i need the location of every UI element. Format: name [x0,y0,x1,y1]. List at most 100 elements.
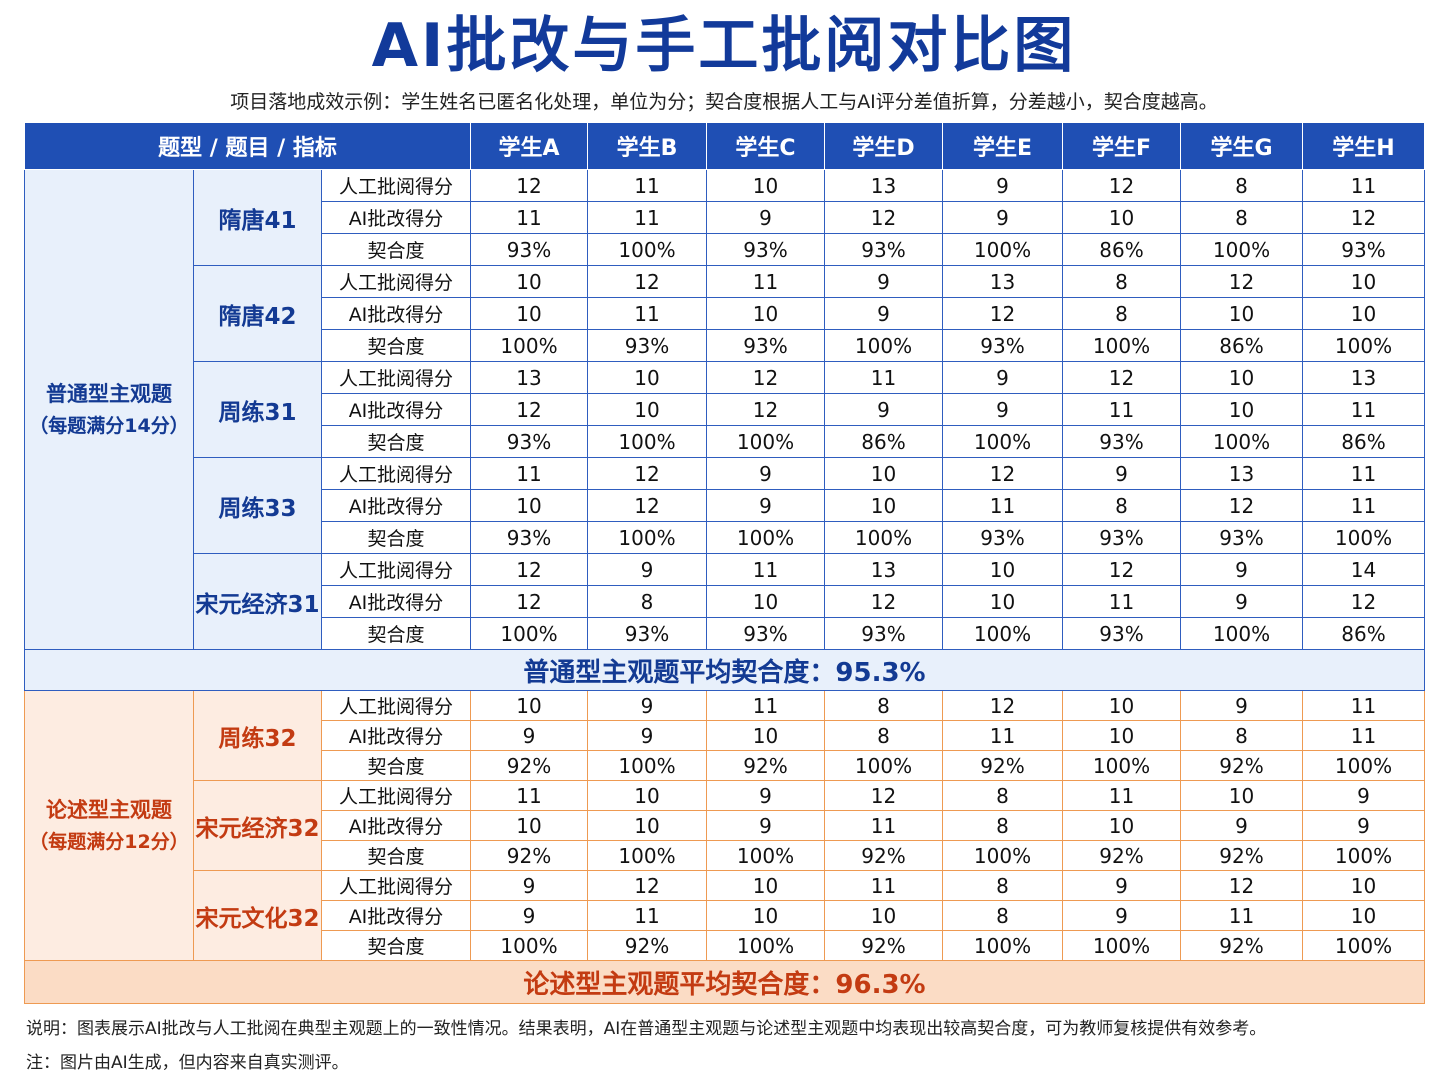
metric-label: 契合度 [321,930,471,961]
metric-label: 人工批阅得分 [321,169,471,202]
value-cell: 11 [942,720,1063,751]
value-cell: 10 [470,489,588,522]
value-cell: 10 [587,361,707,394]
value-cell: 9 [706,489,825,522]
table-row: 周练31 人工批阅得分 13 10 12 11 9 12 10 13 [25,361,1425,458]
value-cell: 9 [587,553,707,586]
metric-label: AI批改得分 [321,489,471,522]
value-cell: 12 [1180,489,1303,522]
value-cell: 100% [824,750,943,781]
value-cell: 100% [587,425,707,458]
value-cell: 12 [1302,201,1425,234]
value-cell: 8 [1062,489,1181,522]
header-student: 学生C [706,122,825,170]
value-cell: 13 [1180,457,1303,490]
value-cell: 10 [824,900,943,931]
value-cell: 9 [1062,870,1181,901]
question-name: 宋元经济32 [193,780,322,871]
value-cell: 92% [470,750,588,781]
value-cell: 10 [706,169,825,202]
value-cell: 12 [1180,265,1303,298]
header-student: 学生B [587,122,707,170]
value-cell: 9 [824,297,943,330]
value-cell: 12 [1062,361,1181,394]
value-cell: 11 [706,265,825,298]
value-cell: 13 [824,169,943,202]
metric-label: 契合度 [321,425,471,458]
table-row: 宋元经济31 人工批阅得分 12 9 11 13 10 12 9 14 [25,553,1425,650]
value-cell: 92% [470,840,588,871]
value-cell: 10 [1062,810,1181,841]
value-cell: 12 [706,393,825,426]
value-cell: 9 [706,810,825,841]
value-cell: 86% [1062,233,1181,266]
value-cell: 12 [1180,870,1303,901]
comparison-table: 题型 / 题目 / 指标 学生A 学生B 学生C 学生D 学生E 学生F 学生G… [24,122,1425,1004]
value-cell: 93% [1062,521,1181,554]
value-cell: 11 [1302,457,1425,490]
value-cell: 10 [942,553,1063,586]
metric-label: AI批改得分 [321,297,471,330]
metric-label: 人工批阅得分 [321,690,471,721]
footer-note-explanation: 说明：图表展示AI批改与人工批阅在典型主观题上的一致性情况。结果表明，AI在普通… [26,1019,1267,1039]
value-cell: 100% [1302,930,1425,961]
value-cell: 93% [1302,233,1425,266]
metric-label: 契合度 [321,840,471,871]
table-row: 契合度 93% 100% 93% 93% 100% 86% 100% 93% [25,233,1425,266]
value-cell: 10 [824,457,943,490]
metric-label: AI批改得分 [321,900,471,931]
value-cell: 8 [1180,720,1303,751]
value-cell: 10 [1302,870,1425,901]
value-cell: 93% [942,521,1063,554]
value-cell: 11 [706,690,825,721]
value-cell: 10 [824,489,943,522]
value-cell: 11 [706,553,825,586]
section-label: 普通型主观题 （每题满分14分） [24,169,194,650]
value-cell: 11 [824,810,943,841]
value-cell: 12 [942,297,1063,330]
value-cell: 11 [587,201,707,234]
value-cell: 10 [1302,265,1425,298]
value-cell: 10 [587,780,707,811]
value-cell: 100% [942,840,1063,871]
value-cell: 93% [1180,521,1303,554]
value-cell: 10 [587,810,707,841]
value-cell: 10 [706,900,825,931]
value-cell: 100% [1062,750,1181,781]
table-row: 普通型主观题 （每题满分14分） 隋唐41 人工批阅得分 12 11 10 13 9 12 8 11 [24,169,1425,650]
value-cell: 10 [706,870,825,901]
value-cell: 100% [587,521,707,554]
question-name: 周练31 [193,361,322,458]
value-cell: 8 [1062,265,1181,298]
header-row: 题型 / 题目 / 指标 学生A 学生B 学生C 学生D 学生E 学生F 学生G… [24,122,1425,170]
value-cell: 9 [1180,585,1303,618]
value-cell: 10 [470,265,588,298]
table-row: AI批改得分 11 11 9 12 9 10 8 12 [25,201,1425,234]
table-row: 契合度 93% 100% 100% 86% 100% 93% 100% 86% [25,425,1425,458]
value-cell: 8 [1180,169,1303,202]
value-cell: 9 [1302,780,1425,811]
value-cell: 11 [470,457,588,490]
table-row: AI批改得分 10 12 9 10 11 8 12 11 [25,489,1425,522]
value-cell: 11 [587,297,707,330]
value-cell: 100% [706,930,825,961]
value-cell: 100% [1180,233,1303,266]
value-cell: 8 [942,780,1063,811]
value-cell: 11 [587,900,707,931]
value-cell: 11 [1302,720,1425,751]
value-cell: 93% [470,425,588,458]
value-cell: 12 [1062,169,1181,202]
table-row: 契合度 92% 100% 92% 100% 92% 100% 92% 100% [25,750,1425,781]
value-cell: 12 [470,585,588,618]
table-row: AI批改得分 9 11 10 10 8 9 11 10 [25,900,1425,931]
section-note: （每题满分14分） [29,414,189,437]
value-cell: 12 [942,690,1063,721]
value-cell: 13 [470,361,588,394]
value-cell: 10 [706,720,825,751]
header-student: 学生F [1062,122,1181,170]
value-cell: 100% [706,521,825,554]
value-cell: 10 [470,810,588,841]
header-student: 学生D [824,122,943,170]
value-cell: 12 [470,393,588,426]
value-cell: 9 [824,265,943,298]
